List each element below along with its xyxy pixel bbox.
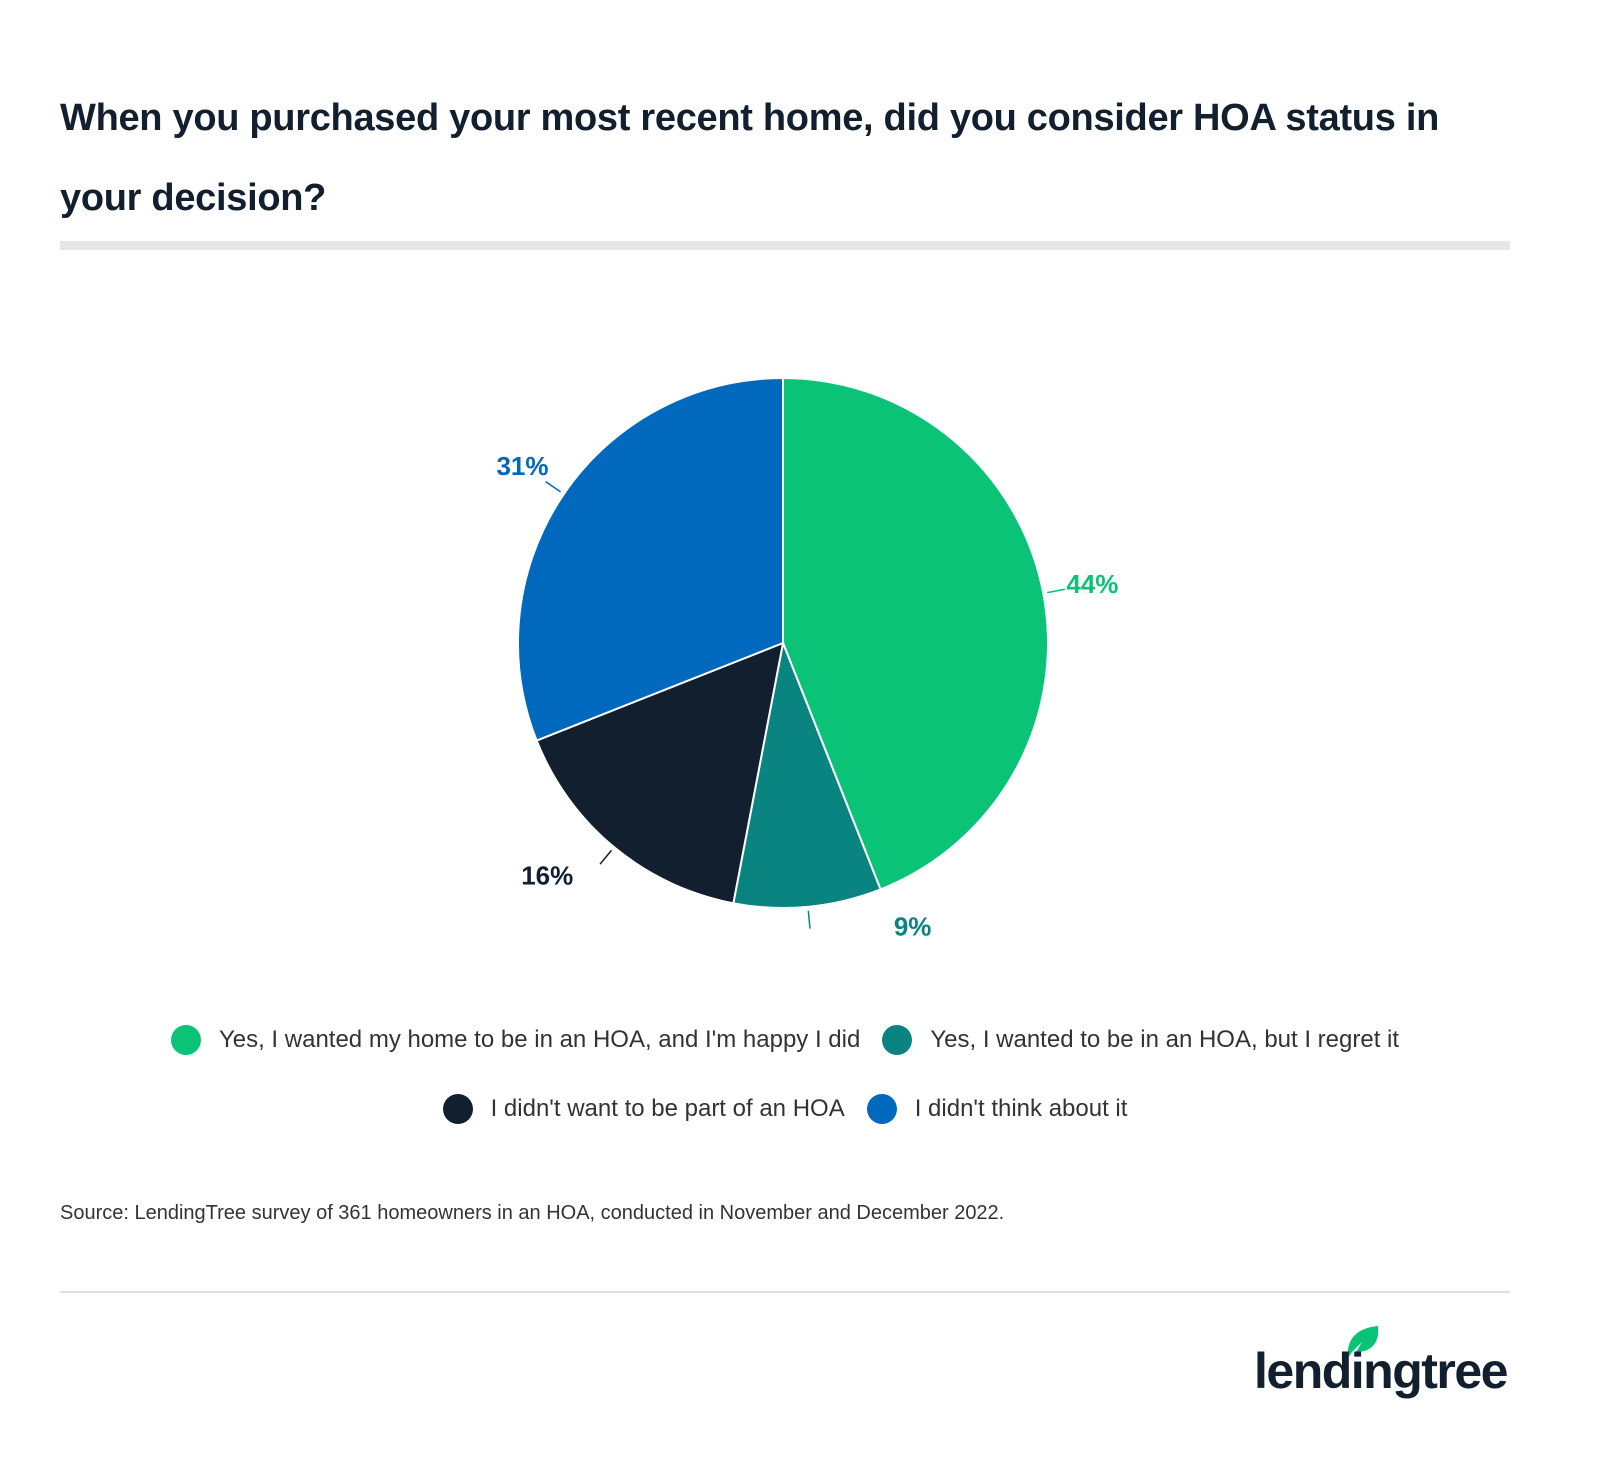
label-leader-line bbox=[1047, 588, 1066, 594]
data-label: 9% bbox=[894, 912, 932, 942]
legend-swatch bbox=[170, 1025, 201, 1055]
legend-item: Yes, I wanted my home to be in an HOA, a… bbox=[170, 1025, 861, 1055]
data-label: 16% bbox=[521, 861, 573, 891]
legend-item: I didn't think about it bbox=[866, 1094, 1128, 1124]
chart-title: When you purchased your most recent home… bbox=[60, 97, 1439, 219]
pie-chart: 44% 9% 16% 31% bbox=[496, 376, 1118, 942]
label-leader-line bbox=[599, 849, 613, 865]
legend-item: I didn't want to be part of an HOA bbox=[442, 1094, 845, 1124]
data-label: 31% bbox=[496, 451, 548, 481]
legend-label: Yes, I wanted my home to be in an HOA, a… bbox=[218, 1026, 861, 1053]
legend-label: Yes, I wanted to be in an HOA, but I reg… bbox=[930, 1026, 1400, 1053]
data-label: 44% bbox=[1066, 569, 1118, 599]
legend-swatch bbox=[866, 1094, 897, 1124]
legend-row-2: I didn't want to be part of an HOA I did… bbox=[60, 1094, 1510, 1124]
leaf-icon bbox=[1347, 1326, 1379, 1358]
legend-label: I didn't want to be part of an HOA bbox=[490, 1095, 845, 1122]
title-divider bbox=[60, 241, 1510, 250]
legend-label: I didn't think about it bbox=[914, 1095, 1128, 1122]
pie-slice bbox=[732, 639, 882, 909]
pie-slice bbox=[535, 641, 785, 905]
pie-slice bbox=[517, 376, 784, 742]
source-note: Source: LendingTree survey of 361 homeow… bbox=[60, 1202, 1005, 1224]
pie-slice bbox=[782, 376, 1049, 891]
label-leader-line bbox=[545, 481, 561, 493]
lendingtree-logo: lendingtree bbox=[1254, 1322, 1514, 1402]
label-leader-line bbox=[807, 910, 811, 929]
legend-row-1: Yes, I wanted my home to be in an HOA, a… bbox=[60, 1025, 1510, 1055]
legend-item: Yes, I wanted to be in an HOA, but I reg… bbox=[882, 1025, 1399, 1055]
logo-text: lendingtree bbox=[1254, 1343, 1508, 1399]
footer-divider bbox=[60, 1291, 1510, 1293]
legend-swatch bbox=[442, 1094, 473, 1124]
legend-swatch bbox=[882, 1025, 913, 1055]
